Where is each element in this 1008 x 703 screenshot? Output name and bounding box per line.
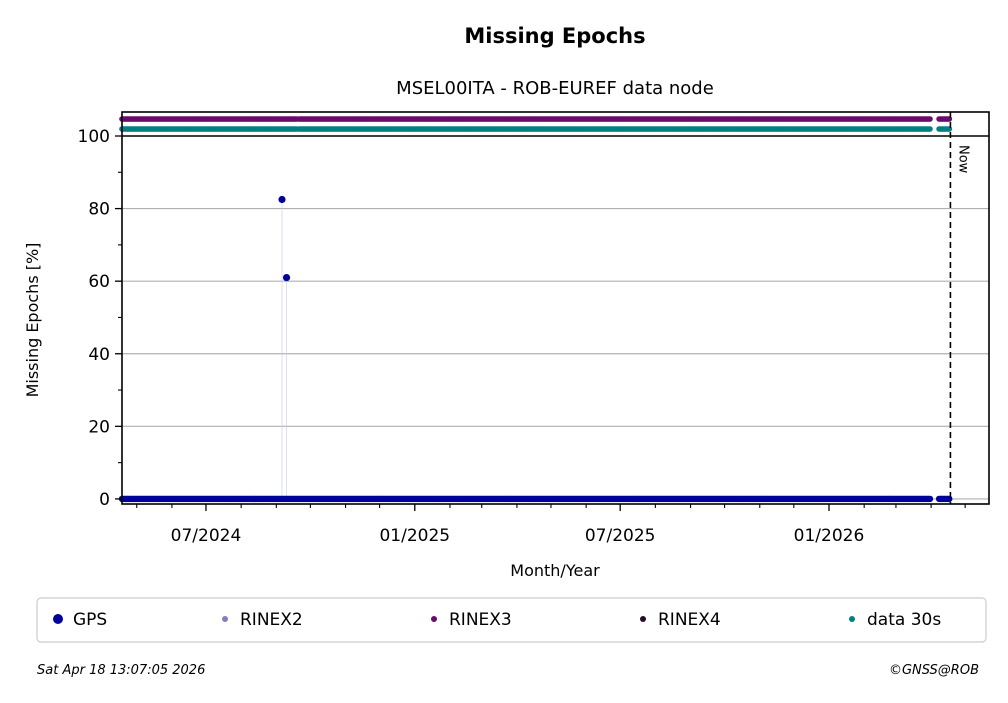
band-point-data-30s (927, 126, 933, 132)
plot-frame (121, 111, 990, 505)
x-tick-label: 07/2025 (585, 526, 656, 546)
footer-timestamp: Sat Apr 18 13:07:05 2026 (37, 663, 205, 678)
legend-label: GPS (73, 610, 107, 630)
footer-copyright: ©GNSS@ROB (889, 663, 979, 678)
y-tick-label: 80 (88, 200, 110, 220)
now-label: Now (955, 145, 970, 174)
y-tick-label: 40 (88, 345, 110, 365)
data-point-gps-outlier (282, 273, 291, 282)
x-axis-label: Month/Year (510, 561, 600, 580)
legend-marker-rinex2 (222, 616, 228, 622)
x-tick-label: 01/2026 (794, 526, 865, 546)
chart-subtitle: MSEL00ITA - ROB-EUREF data node (396, 78, 714, 99)
y-tick-label: 0 (99, 490, 110, 510)
availability-band (119, 116, 953, 132)
y-tick-label: 20 (88, 417, 110, 437)
axes: 0 20 40 60 80 100 07/2024 01/2025 07/2025 01/2026 (78, 127, 966, 546)
legend-label: RINEX4 (658, 610, 721, 630)
legend-marker-gps (53, 614, 63, 624)
legend-marker-rinex3 (431, 616, 437, 622)
now-marker: Now (949, 112, 970, 504)
data-point-gps (946, 495, 953, 503)
grid-lines (122, 207, 989, 500)
y-tick-label: 100 (78, 127, 110, 147)
x-tick-label: 01/2025 (379, 526, 450, 546)
y-tick-label: 60 (88, 272, 110, 292)
legend: GPS RINEX2 RINEX3 RINEX4 data 30s (53, 610, 941, 630)
x-tick-label: 07/2024 (171, 526, 242, 546)
legend-label: RINEX2 (240, 610, 303, 630)
band-point-rinex3 (927, 116, 933, 122)
band-point-rinex3 (946, 116, 953, 122)
legend-label: RINEX3 (449, 610, 512, 630)
band-point-data-30s (946, 126, 953, 132)
legend-marker-rinex4 (640, 616, 646, 622)
legend-marker-data-30s (849, 616, 855, 622)
chart-title: Missing Epochs (464, 24, 645, 48)
data-points (118, 195, 953, 503)
data-point-gps (926, 495, 934, 503)
data-point-gps-outlier (278, 195, 286, 204)
legend-label: data 30s (867, 610, 941, 630)
y-axis-label: Missing Epochs [%] (23, 243, 42, 398)
legend-box (36, 597, 987, 643)
